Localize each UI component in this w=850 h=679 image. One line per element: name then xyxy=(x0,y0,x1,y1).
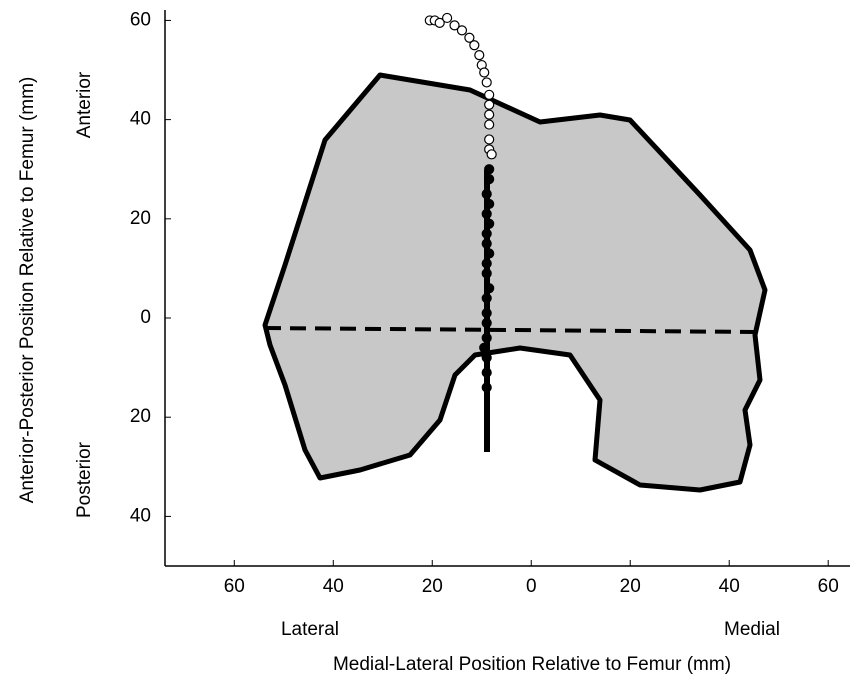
data-point xyxy=(485,219,494,228)
data-point xyxy=(482,239,491,248)
data-point xyxy=(482,383,491,392)
chart: Anterior-Posterior Position Relative to … xyxy=(0,0,850,679)
x-tick-label: 0 xyxy=(526,576,537,597)
data-point xyxy=(485,249,494,258)
anterior-label: Anterior xyxy=(74,71,95,138)
data-point xyxy=(475,51,484,60)
x-tick-label: 60 xyxy=(818,576,839,597)
y-tick-label: 20 xyxy=(130,208,151,229)
data-point xyxy=(480,68,489,77)
data-point xyxy=(482,368,491,377)
y-tick-label: 0 xyxy=(140,307,151,328)
y-tick-label: 60 xyxy=(130,9,151,30)
x-tick-label: 60 xyxy=(224,576,245,597)
data-point xyxy=(482,269,491,278)
y-tick-label: 40 xyxy=(130,505,151,526)
data-point xyxy=(482,353,491,362)
data-point xyxy=(482,229,491,238)
medial-label: Medial xyxy=(724,619,780,640)
data-point xyxy=(485,90,494,99)
y-tick-label: 20 xyxy=(130,406,151,427)
data-point xyxy=(485,100,494,109)
data-point xyxy=(485,120,494,129)
x-axis-label: Medial-Lateral Position Relative to Femu… xyxy=(333,654,731,675)
data-point xyxy=(485,135,494,144)
data-point xyxy=(482,259,491,268)
data-point xyxy=(485,284,494,293)
x-tick-label: 20 xyxy=(422,576,443,597)
data-point xyxy=(482,309,491,318)
data-point xyxy=(485,199,494,208)
data-point xyxy=(457,26,466,35)
data-point xyxy=(485,110,494,119)
femur-outline xyxy=(265,75,765,490)
x-tick-label: 20 xyxy=(620,576,641,597)
data-point xyxy=(482,333,491,342)
data-point xyxy=(482,318,491,327)
x-tick-label: 40 xyxy=(719,576,740,597)
data-point xyxy=(482,78,491,87)
data-point xyxy=(487,150,496,159)
lateral-label: Lateral xyxy=(281,619,339,640)
data-point xyxy=(482,209,491,218)
y-axis-label: Anterior-Posterior Position Relative to … xyxy=(17,77,38,504)
data-point xyxy=(443,13,452,22)
y-tick-label: 40 xyxy=(130,109,151,130)
data-point xyxy=(485,175,494,184)
data-point xyxy=(482,294,491,303)
data-point xyxy=(482,190,491,199)
data-point xyxy=(470,41,479,50)
x-tick-label: 40 xyxy=(323,576,344,597)
data-point xyxy=(485,165,494,174)
posterior-label: Posterior xyxy=(74,441,95,518)
data-point xyxy=(480,343,489,352)
